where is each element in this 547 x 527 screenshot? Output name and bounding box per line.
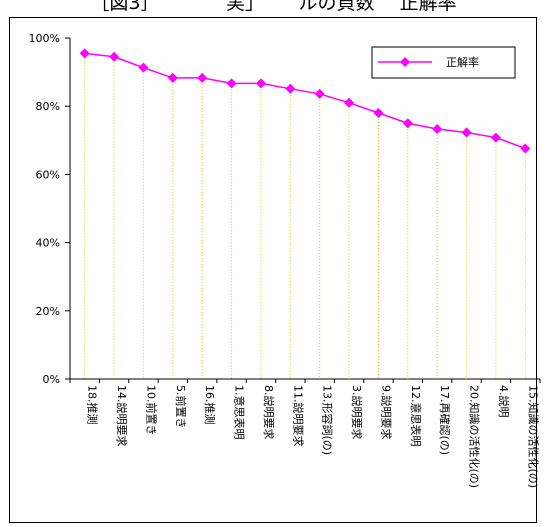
data-point (432, 124, 443, 135)
data-point (109, 51, 120, 62)
legend: 正解率 (371, 46, 516, 79)
x-category-label: 12.意思表明 (409, 385, 423, 447)
x-category-label: 14.説明要求 (115, 385, 129, 447)
data-point (285, 83, 296, 94)
legend-marker (400, 57, 410, 67)
data-point (373, 108, 384, 119)
series-line (84, 52, 526, 150)
data-point (197, 72, 208, 83)
x-category-label: 15.知識の活性化(の) (526, 385, 540, 488)
data-point (344, 97, 355, 108)
data-point (520, 143, 531, 154)
y-axis: 0% 20% 40% 60% 80% 100% (29, 32, 71, 386)
data-point (255, 78, 266, 89)
y-tick-label: 0% (43, 373, 60, 386)
data-point (314, 88, 325, 99)
chart-caption: ［図3］ 実」 ルの頁数 正解率 (90, 0, 457, 14)
y-tick-label: 20% (36, 305, 60, 318)
x-category-label: 9.説明要求 (379, 385, 393, 440)
data-point (138, 62, 149, 73)
data-point (461, 127, 472, 138)
data-point (167, 72, 178, 83)
x-category-label: 8.説明要求 (262, 385, 276, 440)
drop-lines (84, 53, 526, 379)
x-axis: 18.推測 14.説明要求 10.前置き 5.前置き 16.推測 1.意思表明 8.説明要求… (69, 378, 541, 488)
x-category-label: 20.知識の活性化(の) (468, 385, 482, 488)
x-category-label: 17.再確認(の) (438, 385, 452, 455)
x-category-label: 16.推測 (203, 385, 217, 425)
data-point (79, 48, 90, 59)
x-category-label: 13.形容詞(の) (321, 385, 335, 455)
data-point (402, 118, 413, 129)
data-point (490, 132, 501, 143)
x-category-label: 18.推測 (86, 385, 100, 425)
y-tick-label: 60% (36, 168, 60, 181)
data-point (226, 78, 237, 89)
x-category-label: 5.前置き (174, 385, 188, 429)
x-category-label: 3.説明要求 (350, 385, 364, 440)
legend-label: 正解率 (446, 55, 479, 69)
x-category-label: 10.前置き (144, 385, 158, 436)
x-category-label: 1.意思表明 (233, 385, 247, 440)
x-category-label: 4.説明 (497, 385, 511, 418)
y-tick-label: 100% (29, 32, 60, 45)
y-tick-label: 80% (36, 100, 60, 113)
series-group (79, 48, 531, 154)
x-category-label: 11.説明要求 (291, 385, 305, 447)
y-tick-label: 40% (36, 237, 60, 250)
chart-area (9, 17, 537, 523)
